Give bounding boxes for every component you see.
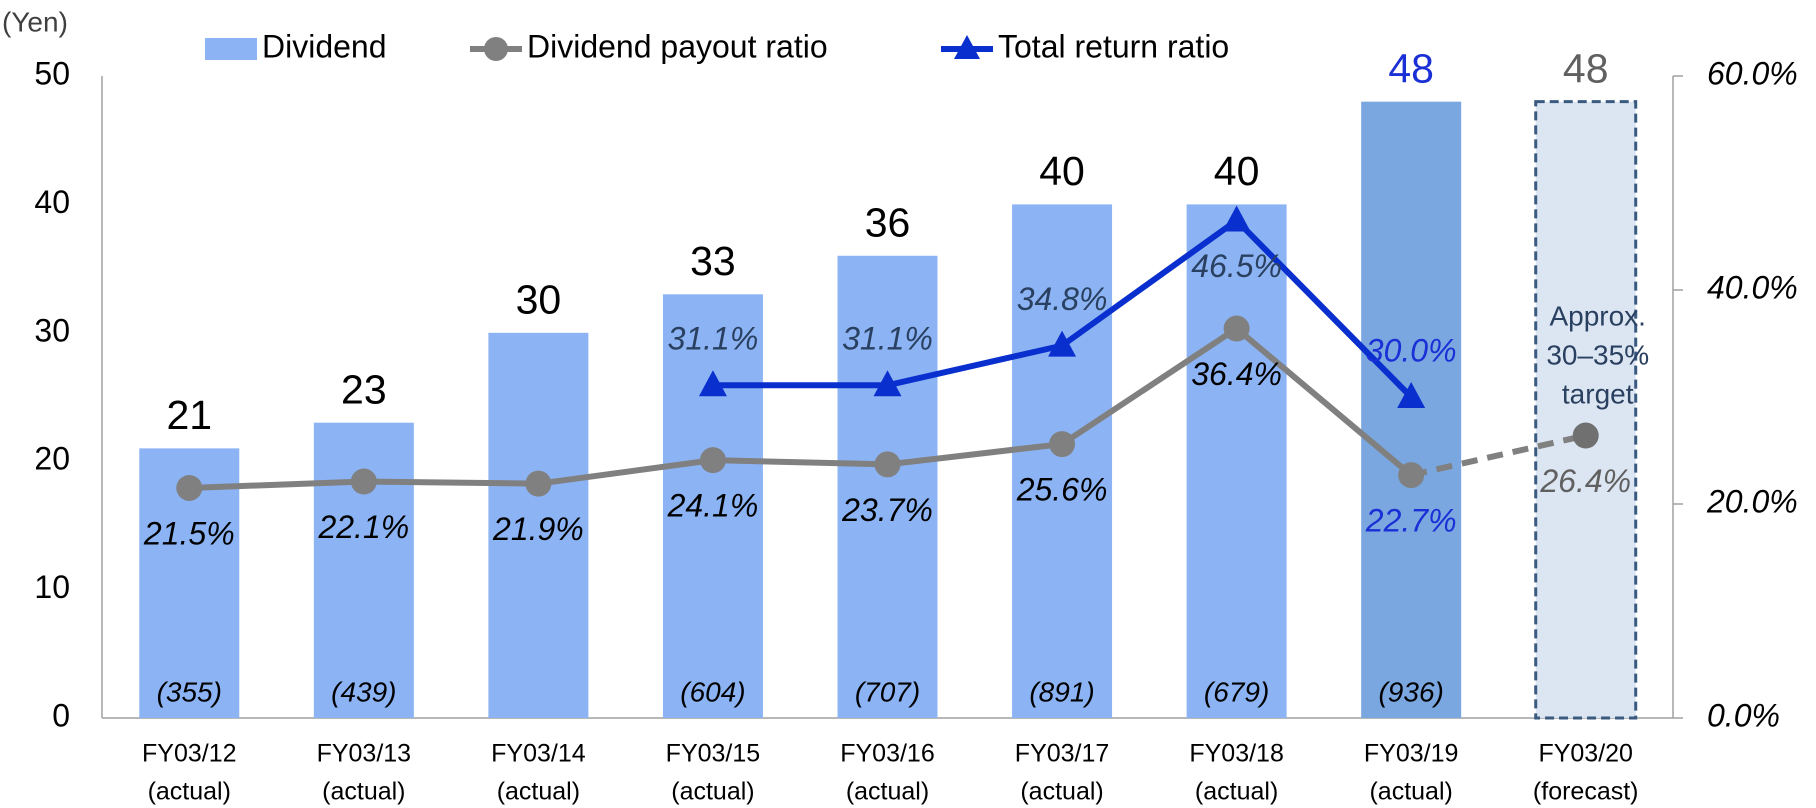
annotation: Approx. xyxy=(1549,300,1646,331)
y-tick-label: 50 xyxy=(34,55,70,91)
y2-tick-label: 40.0% xyxy=(1707,269,1798,305)
bar xyxy=(488,332,589,718)
bar xyxy=(662,294,763,718)
y-axis-title: (Yen) xyxy=(2,6,68,37)
marker xyxy=(874,451,901,478)
x-tick-note: (actual) xyxy=(497,778,580,806)
bar xyxy=(1534,100,1638,720)
bar xyxy=(313,422,414,718)
legend-label: Dividend payout ratio xyxy=(527,28,828,64)
bar-value-label: 21 xyxy=(166,392,212,438)
bar-bottom-label: (439) xyxy=(331,676,396,707)
y-tick-label: 40 xyxy=(34,184,70,220)
bar xyxy=(837,255,938,718)
marker xyxy=(176,474,203,501)
point-label: 21.9% xyxy=(492,511,584,547)
bar-bottom-label: (355) xyxy=(157,676,222,707)
marker xyxy=(350,468,377,495)
x-tick-note: (actual) xyxy=(846,778,929,806)
bar-bottom-label: (679) xyxy=(1204,676,1269,707)
point-label: 31.1% xyxy=(842,321,933,357)
bar-value-label: 36 xyxy=(865,200,911,246)
bar-bottom-label: (604) xyxy=(680,676,745,707)
bar-value-label: 48 xyxy=(1388,46,1434,92)
x-tick-label: FY03/20 xyxy=(1538,740,1633,768)
marker xyxy=(1048,330,1077,357)
legend-label: Total return ratio xyxy=(998,28,1229,64)
x-tick-label: FY03/18 xyxy=(1189,740,1284,768)
annotation: target xyxy=(1562,378,1634,409)
bar-value-label: 23 xyxy=(341,367,387,413)
legend-marker xyxy=(954,35,980,59)
bar-value-label: 30 xyxy=(516,277,562,323)
x-tick-label: FY03/14 xyxy=(491,740,586,768)
x-tick-label: FY03/16 xyxy=(840,740,935,768)
bar-bottom-label: (707) xyxy=(855,676,920,707)
bar xyxy=(1012,204,1113,718)
point-label: 24.1% xyxy=(667,488,759,524)
point-label: 25.6% xyxy=(1016,472,1108,508)
marker xyxy=(1397,382,1426,408)
marker xyxy=(698,370,727,397)
point-label: 22.7% xyxy=(1365,503,1457,539)
point-label: 36.4% xyxy=(1191,356,1282,392)
marker xyxy=(699,447,726,474)
marker xyxy=(1049,431,1076,458)
legend-swatch xyxy=(205,38,257,60)
x-tick-note: (actual) xyxy=(1020,778,1103,806)
x-tick-note: (actual) xyxy=(1195,778,1278,806)
point-label: 34.8% xyxy=(1017,281,1108,317)
x-tick-label: FY03/15 xyxy=(666,740,761,768)
point-label: 30.0% xyxy=(1366,332,1457,368)
bar xyxy=(1186,204,1287,718)
marker xyxy=(1222,205,1251,232)
line xyxy=(189,324,1414,491)
marker xyxy=(873,370,902,397)
x-tick-label: FY03/12 xyxy=(142,740,237,768)
x-tick-note: (actual) xyxy=(671,778,754,806)
x-tick-note: (actual) xyxy=(148,778,231,806)
point-label: 46.5% xyxy=(1191,248,1282,284)
bar-value-label: 33 xyxy=(690,238,736,284)
marker xyxy=(1572,422,1599,449)
x-tick-note: (actual) xyxy=(1369,778,1452,806)
y2-tick-label: 60.0% xyxy=(1707,55,1798,91)
bar-value-label: 40 xyxy=(1214,148,1260,194)
x-tick-note: (forecast) xyxy=(1533,778,1639,806)
marker xyxy=(1223,315,1250,342)
bar xyxy=(1361,101,1462,719)
marker xyxy=(1398,462,1425,489)
bar-value-label: 40 xyxy=(1039,148,1085,194)
y-tick-label: 0 xyxy=(52,697,70,733)
y-tick-label: 20 xyxy=(34,441,70,477)
y2-tick-label: 20.0% xyxy=(1706,483,1798,519)
x-tick-note: (actual) xyxy=(322,778,405,806)
x-tick-label: FY03/17 xyxy=(1015,740,1110,768)
point-label: 31.1% xyxy=(668,321,759,357)
annotation: 30–35% xyxy=(1546,339,1649,370)
point-label: 21.5% xyxy=(143,515,235,551)
y2-tick-label: 0.0% xyxy=(1707,697,1780,733)
point-label: 26.4% xyxy=(1539,463,1631,499)
bar-bottom-label: (936) xyxy=(1378,676,1443,707)
legend-marker xyxy=(484,37,508,61)
y-tick-label: 10 xyxy=(34,569,70,605)
legend-label: Dividend xyxy=(262,28,387,64)
point-label: 23.7% xyxy=(841,492,933,528)
bar-value-label: 48 xyxy=(1563,46,1609,92)
bar-bottom-label: (891) xyxy=(1029,676,1094,707)
point-label: 22.1% xyxy=(317,509,409,545)
x-tick-label: FY03/19 xyxy=(1364,740,1459,768)
x-tick-label: FY03/13 xyxy=(317,740,412,768)
y-tick-label: 30 xyxy=(34,312,70,348)
marker xyxy=(525,470,552,497)
line-dashed xyxy=(1410,432,1587,479)
